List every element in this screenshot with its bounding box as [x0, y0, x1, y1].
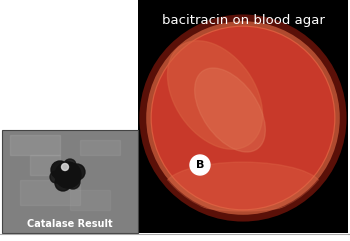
Bar	[80, 140, 120, 155]
Circle shape	[55, 162, 81, 188]
Circle shape	[145, 20, 341, 216]
Circle shape	[69, 164, 85, 180]
Bar	[2, 130, 138, 233]
Text: bacitracin on blood agar: bacitracin on blood agar	[162, 14, 324, 27]
Bar	[20, 180, 80, 205]
Bar	[138, 0, 348, 233]
Circle shape	[62, 163, 69, 170]
Circle shape	[51, 161, 69, 179]
Bar	[10, 135, 60, 155]
Circle shape	[55, 175, 71, 191]
Text: Catalase Result: Catalase Result	[27, 219, 113, 229]
Bar	[30, 155, 60, 175]
Circle shape	[64, 159, 76, 171]
Circle shape	[190, 155, 210, 175]
Ellipse shape	[195, 68, 265, 152]
Circle shape	[50, 171, 62, 183]
Circle shape	[66, 175, 80, 189]
Bar	[70, 190, 110, 210]
Ellipse shape	[168, 41, 262, 149]
Ellipse shape	[164, 162, 321, 211]
Text: B: B	[196, 160, 204, 170]
